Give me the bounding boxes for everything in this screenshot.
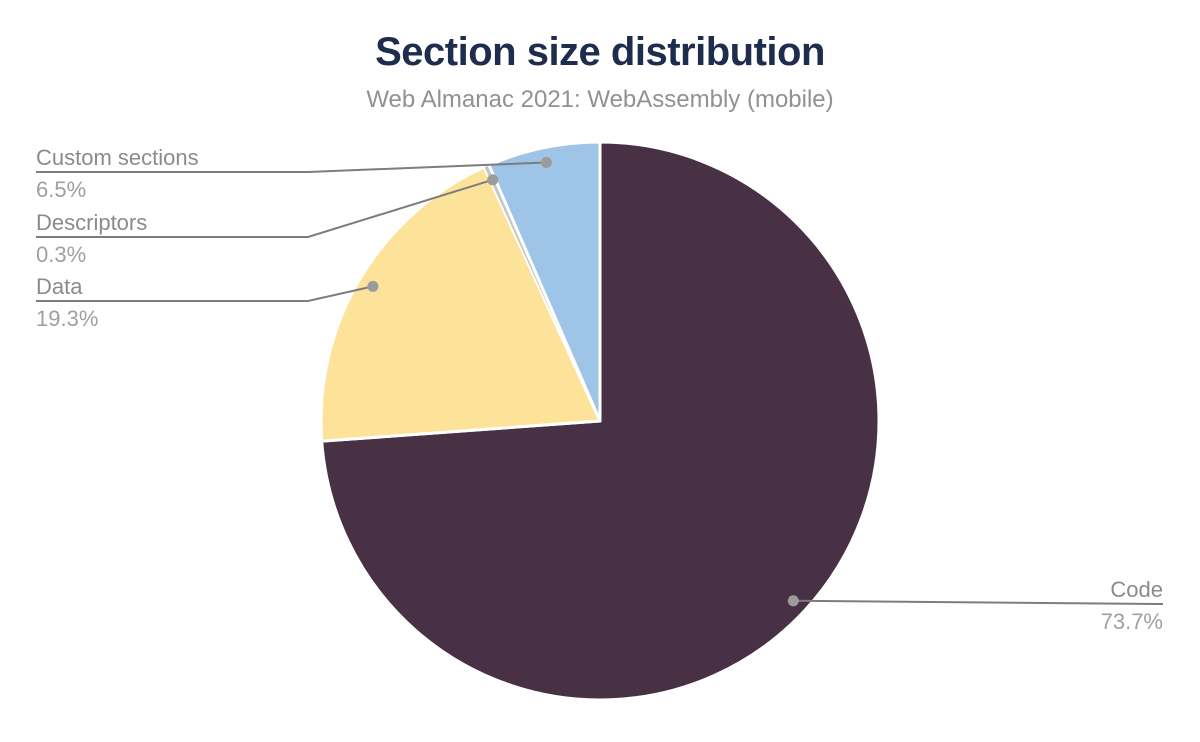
connector-dot-code	[787, 595, 799, 607]
connector-dot-descriptors	[487, 174, 499, 186]
label-code-value: 73.7%	[1100, 609, 1163, 634]
label-code-name: Code	[1110, 577, 1163, 602]
connector-line-descriptors	[36, 178, 493, 238]
label-data-value: 19.3%	[36, 306, 99, 331]
pie-slice-data[interactable]	[319, 165, 602, 443]
connector-dot-custom-sections	[540, 157, 552, 168]
label-data: Data 19.3%	[36, 274, 98, 332]
label-code: Code 73.7%	[1101, 577, 1163, 635]
chart-subtitle: Web Almanac 2021: WebAssembly (mobile)	[366, 86, 834, 113]
label-custom-sections-value: 6.5%	[36, 177, 87, 202]
connector-line-data	[36, 285, 374, 302]
label-custom-sections-name: Custom sections	[36, 145, 199, 170]
label-descriptors-value: 0.3%	[36, 242, 87, 267]
label-descriptors: Descriptors 0.3%	[36, 210, 147, 268]
label-custom-sections: Custom sections 6.5%	[36, 145, 199, 203]
chart-title: Section size distribution	[375, 30, 825, 74]
label-data-name: Data	[36, 274, 83, 299]
label-descriptors-name: Descriptors	[36, 210, 148, 235]
connector-line-code	[793, 599, 1164, 605]
connector-dot-data	[367, 280, 379, 292]
connector-line-custom-sections	[36, 161, 547, 173]
